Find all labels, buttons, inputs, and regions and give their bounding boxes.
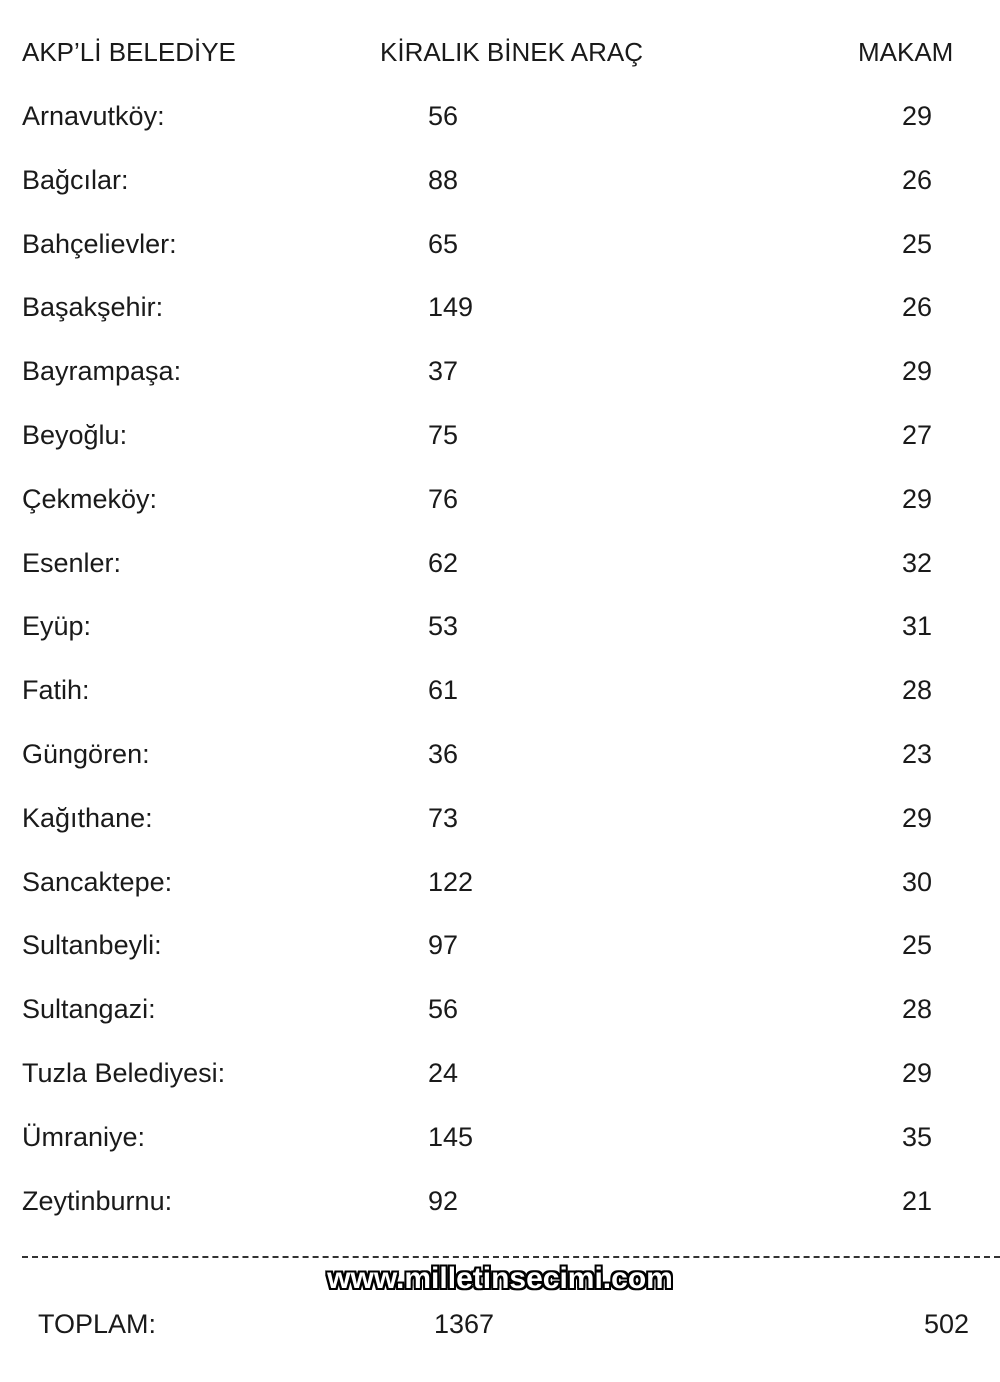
total-row: TOPLAM: 1367 502 (0, 1304, 1000, 1344)
belediye-name: Tuzla Belediyesi: (22, 1058, 226, 1088)
table-header: AKP’Lİ BELEDİYE KİRALIK BİNEK ARAÇ MAKAM (0, 32, 1000, 72)
belediye-name: Kağıthane: (22, 802, 153, 833)
kiralik-value: 149 (428, 292, 474, 323)
kiralik-value: 145 (428, 1121, 474, 1152)
belediye-name: Arnavutköy: (22, 101, 165, 131)
kiralik-value: 61 (428, 675, 459, 706)
makam-value: 26 (902, 164, 933, 195)
belediye-name: Sancaktepe: (22, 866, 173, 897)
kiralik-value: 122 (428, 866, 474, 897)
belediye-name: Güngören: (22, 739, 150, 769)
kiralik-value: 56 (428, 101, 459, 131)
belediye-name: Fatih: (22, 675, 90, 706)
table-row: Beyoğlu: 75 27 (0, 415, 1000, 455)
total-kiralik: 1367 (434, 1309, 495, 1339)
makam-value: 35 (902, 1121, 933, 1152)
table-row: Bayrampaşa: 37 29 (0, 351, 1000, 391)
table-row: Başakşehir: 149 26 (0, 287, 1000, 327)
kiralik-value: 36 (428, 739, 459, 769)
kiralik-value: 76 (428, 483, 459, 514)
makam-value: 29 (902, 101, 933, 131)
table-row: Sancaktepe: 122 30 (0, 862, 1000, 902)
belediye-name: Zeytinburnu: (22, 1185, 173, 1216)
header-makam: MAKAM (858, 37, 954, 67)
kiralik-value: 75 (428, 420, 459, 450)
belediye-name: Başakşehir: (22, 292, 164, 323)
header-kiralik: KİRALIK BİNEK ARAÇ (380, 37, 643, 67)
table-row: Çekmeköy: 76 29 (0, 479, 1000, 519)
makam-value: 25 (902, 228, 933, 259)
table-row: Eyüp: 53 31 (0, 606, 1000, 646)
table-row: Tuzla Belediyesi: 24 29 (0, 1053, 1000, 1093)
kiralik-value: 88 (428, 164, 459, 195)
table-row: Esenler: 62 32 (0, 543, 1000, 583)
makam-value: 27 (902, 420, 933, 450)
kiralik-value: 65 (428, 228, 459, 259)
kiralik-value: 53 (428, 611, 459, 642)
kiralik-value: 37 (428, 356, 459, 387)
kiralik-value: 73 (428, 802, 459, 833)
makam-value: 25 (902, 930, 933, 961)
belediye-name: Beyoğlu: (22, 420, 128, 450)
table-row: Arnavutköy: 56 29 (0, 96, 1000, 136)
belediye-name: Çekmeköy: (22, 483, 158, 514)
belediye-name: Bağcılar: (22, 164, 129, 195)
table-row: Güngören: 36 23 (0, 734, 1000, 774)
header-belediye: AKP’Lİ BELEDİYE (22, 37, 236, 67)
kiralik-value: 92 (428, 1185, 459, 1216)
kiralik-value: 97 (428, 930, 459, 961)
makam-value: 29 (902, 356, 933, 387)
belediye-name: Ümraniye: (22, 1121, 146, 1152)
belediye-name: Sultanbeyli: (22, 930, 162, 961)
makam-value: 28 (902, 675, 933, 706)
makam-value: 21 (902, 1185, 933, 1216)
makam-value: 29 (902, 483, 933, 514)
makam-value: 32 (902, 547, 933, 578)
kiralik-value: 62 (428, 547, 459, 578)
table-row: Ümraniye: 145 35 (0, 1117, 1000, 1157)
makam-value: 29 (902, 1058, 933, 1088)
table-row: Bahçelievler: 65 25 (0, 224, 1000, 264)
belediye-name: Esenler: (22, 547, 122, 578)
belediye-name: Bahçelievler: (22, 228, 177, 259)
total-label: TOPLAM: (38, 1309, 157, 1339)
kiralik-value: 56 (428, 994, 459, 1025)
dashed-divider (22, 1256, 1000, 1258)
belediye-name: Eyüp: (22, 611, 92, 642)
table-row: Sultangazi: 56 28 (0, 989, 1000, 1029)
makam-value: 31 (902, 611, 933, 642)
table-row: Bağcılar: 88 26 (0, 160, 1000, 200)
table-row: Fatih: 61 28 (0, 670, 1000, 710)
belediye-name: Sultangazi: (22, 994, 156, 1025)
total-makam: 502 (924, 1309, 970, 1339)
makam-value: 29 (902, 802, 933, 833)
kiralik-value: 24 (428, 1058, 459, 1088)
makam-value: 28 (902, 994, 933, 1025)
makam-value: 23 (902, 739, 933, 769)
makam-value: 26 (902, 292, 933, 323)
makam-value: 30 (902, 866, 933, 897)
watermark: www.milletinsecimi.com (327, 1262, 673, 1295)
table-row: Kağıthane: 73 29 (0, 798, 1000, 838)
table-row: Sultanbeyli: 97 25 (0, 925, 1000, 965)
table-row: Zeytinburnu: 92 21 (0, 1181, 1000, 1221)
belediye-name: Bayrampaşa: (22, 356, 182, 387)
